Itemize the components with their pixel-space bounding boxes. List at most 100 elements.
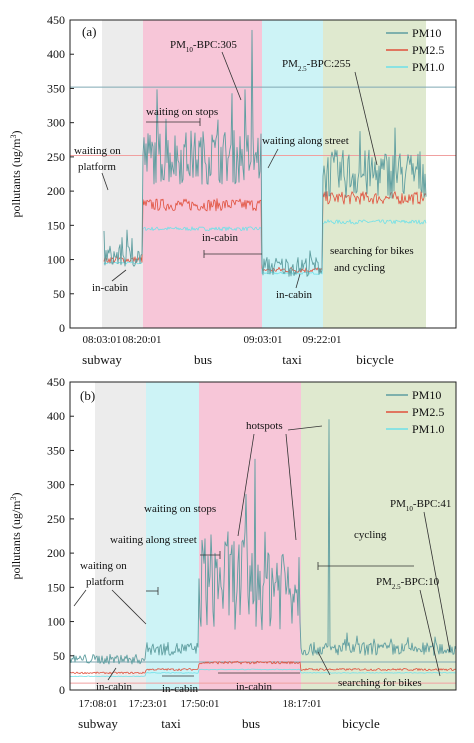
panel-b-mode-bands	[95, 382, 456, 690]
series-line-PM10	[69, 668, 457, 677]
note-platform-pointer-2	[111, 589, 147, 625]
note-waiting-platform-2: platform	[86, 576, 124, 588]
note-waiting-stops: waiting on stops	[144, 503, 216, 515]
time-label-b-1: 17:08:01	[78, 698, 117, 710]
y-tick-label: 100	[47, 253, 65, 267]
panel-b-label: (b)	[80, 388, 95, 403]
mode-band-taxi	[146, 382, 199, 690]
panel-b-y-axis: 0 50 100 150 200 250 300 350 400 450	[47, 375, 74, 697]
mode-label-a-subway: subway	[82, 352, 122, 367]
note-and-cycling: and cycling	[334, 262, 386, 274]
note-waiting-stops: waiting on stops	[146, 106, 218, 118]
mode-band-bicycle	[301, 382, 456, 690]
panel-a-label: (a)	[82, 24, 96, 39]
y-tick-label: 50	[53, 287, 65, 301]
legend-label-pm10: PM10	[412, 388, 441, 402]
mode-band-subway	[102, 20, 143, 328]
bpc-pm25-label: PM2.5-BPC:255	[282, 58, 351, 73]
y-tick-label: 450	[47, 375, 65, 389]
note-cabin3-pointer	[295, 273, 301, 289]
note-street-pointer	[267, 148, 279, 169]
panel-a-y-axis: 0 50 100 150 200 250 300 350 400 450	[47, 13, 74, 335]
panel-a-y-axis-title: pollutants (ug/m3)	[9, 131, 24, 218]
panel-b-frame	[69, 381, 457, 691]
series-line-PM25	[103, 191, 427, 273]
legend-label-pm10: PM10	[412, 26, 441, 40]
note-cabin1-pointer	[107, 667, 117, 681]
note-in-cabin-1: in-cabin	[92, 282, 129, 294]
bpc-pm10-pointer	[221, 51, 242, 101]
y-tick-label: 150	[47, 580, 65, 594]
time-label-b-2: 17:23:01	[128, 698, 167, 710]
bpc-pm10-pointer	[423, 511, 451, 653]
legend-label-pm1: PM1.0	[412, 60, 444, 74]
panel-b-annotations: waiting on platform in-cabin waiting alo…	[73, 420, 451, 695]
y-tick-label: 450	[47, 13, 65, 27]
panel-a: 0 50 100 150 200 250 300 350 400 450 (a) pollutan…	[9, 13, 457, 367]
bpc-pm25-pointer	[354, 71, 378, 166]
y-tick-label: 300	[47, 478, 65, 492]
note-hotspots-pointer-3	[287, 425, 323, 431]
bpc-pm10-label: PM10-BPC:305	[170, 39, 237, 54]
mode-label-a-bus: bus	[194, 352, 212, 367]
note-hotspots-pointer-1	[237, 433, 255, 537]
mode-label-b-taxi: taxi	[161, 716, 181, 731]
y-tick-label: 350	[47, 443, 65, 457]
legend-label-pm1: PM1.0	[412, 422, 444, 436]
mode-label-b-bicycle: bicycle	[342, 716, 380, 731]
note-waiting-platform-1: waiting on	[80, 560, 127, 572]
panel-b-series-lines	[69, 419, 457, 677]
panel-b-legend: PM10 PM2.5 PM1.0	[386, 388, 444, 436]
y-tick-label: 200	[47, 546, 65, 560]
y-tick-label: 350	[47, 81, 65, 95]
time-label-a-3: 09:03:01	[243, 334, 282, 346]
note-cycling: cycling	[354, 529, 387, 541]
panel-a-x-labels: 08:03:01 08:20:01 09:03:01 09:22:01 subw…	[82, 334, 394, 367]
time-label-b-3: 17:50:01	[180, 698, 219, 710]
panel-a-legend: PM10 PM2.5 PM1.0	[386, 26, 444, 74]
note-searching-bikes: searching for bikes	[338, 677, 422, 689]
panel-a-frame	[69, 19, 457, 329]
y-tick-label: 0	[59, 683, 65, 697]
panel-b-x-labels: 17:08:01 17:23:01 17:50:01 18:17:01 subw…	[78, 698, 380, 731]
y-tick-label: 400	[47, 47, 65, 61]
mode-band-bicycle	[323, 20, 426, 328]
time-label-a-4: 09:22:01	[302, 334, 341, 346]
note-platform-pointer-1	[73, 589, 87, 607]
y-tick-label: 250	[47, 150, 65, 164]
mode-label-b-subway: subway	[78, 716, 118, 731]
y-tick-label: 100	[47, 615, 65, 629]
note-platform-pointer	[101, 172, 109, 191]
note-bikes-pointer	[317, 651, 331, 676]
note-waiting-street: waiting along street	[110, 534, 197, 546]
note-in-cabin-3: in-cabin	[276, 289, 313, 301]
mode-label-a-bicycle: bicycle	[356, 352, 394, 367]
panel-a-baselines	[70, 86, 456, 157]
note-in-cabin-1: in-cabin	[96, 681, 133, 693]
mode-label-a-taxi: taxi	[282, 352, 302, 367]
note-waiting-platform-2: platform	[78, 161, 116, 173]
y-tick-label: 50	[53, 649, 65, 663]
y-tick-label: 200	[47, 184, 65, 198]
y-tick-label: 0	[59, 321, 65, 335]
mode-band-subway	[95, 382, 146, 690]
note-searching-bikes: searching for bikes	[330, 245, 414, 257]
bpc-pm25-label: PM2.5-BPC:10	[376, 576, 440, 591]
legend-label-pm25: PM2.5	[412, 405, 444, 419]
note-in-cabin-2: in-cabin	[162, 683, 199, 695]
y-tick-label: 150	[47, 218, 65, 232]
series-line-PM10	[103, 29, 427, 277]
note-waiting-street: waiting along street	[262, 135, 349, 147]
series-line-PM10	[69, 419, 457, 665]
y-tick-label: 400	[47, 409, 65, 423]
panel-b: 0 50 100 150 200 250 300 350 400 450 (b) pollutan…	[9, 375, 457, 731]
series-line-PM10	[103, 219, 427, 275]
note-in-cabin-3: in-cabin	[236, 681, 273, 693]
legend-label-pm25: PM2.5	[412, 43, 444, 57]
time-label-a-2: 08:20:01	[122, 334, 161, 346]
panel-a-annotations: PM10-BPC:305 PM2.5-BPC:255 waiting on pl…	[74, 39, 414, 301]
note-waiting-platform-1: waiting on	[74, 145, 121, 157]
note-hotspots-pointer-2	[285, 433, 297, 541]
bpc-pm10-label: PM10-BPC:41	[390, 498, 451, 513]
